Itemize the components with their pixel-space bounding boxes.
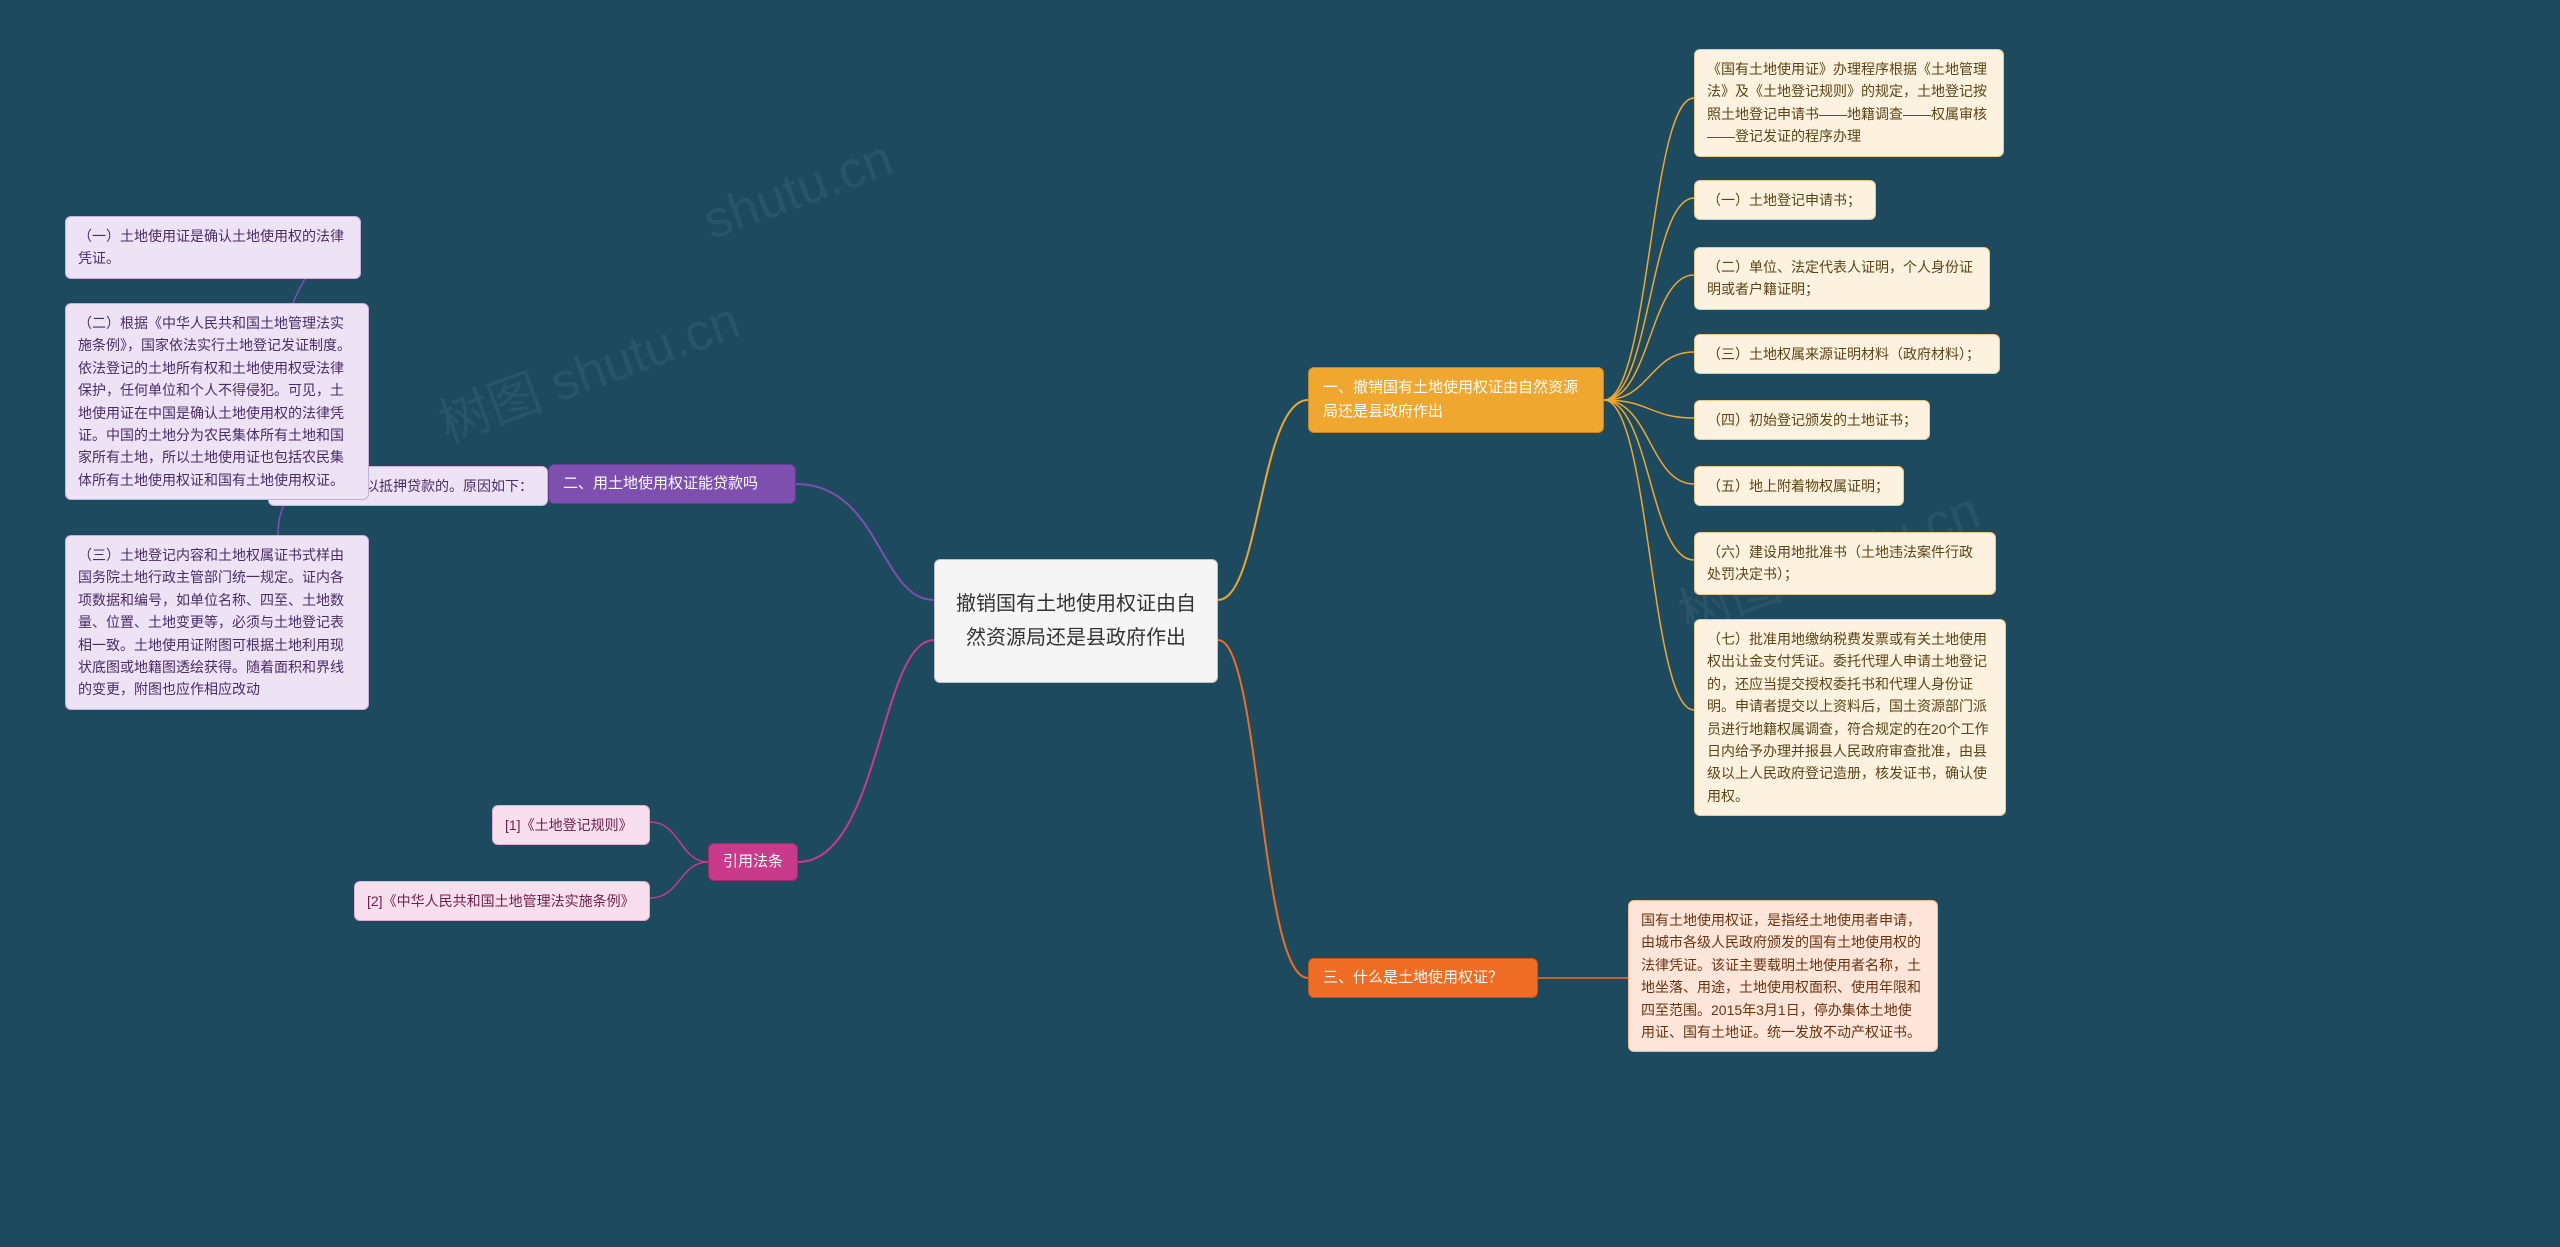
branch2-leaf: （三）土地登记内容和土地权属证书式样由国务院土地行政主管部门统一规定。证内各项数… <box>65 535 369 710</box>
branch2-leaf: （二）根据《中华人民共和国土地管理法实施条例》，国家依法实行土地登记发证制度。依… <box>65 303 369 500</box>
connectors <box>0 0 2560 1247</box>
branch1-leaf: （六）建设用地批准书（土地违法案件行政处罚决定书）； <box>1694 532 1996 595</box>
leaf-text: [1]《土地登记规则》 <box>505 814 633 836</box>
leaf-text: 《国有土地使用证》办理程序根据《土地管理法》及《土地登记规则》的规定，土地登记按… <box>1707 58 1991 148</box>
leaf-text: （四）初始登记颁发的土地证书； <box>1707 409 1917 431</box>
branch1-leaf: （二）单位、法定代表人证明，个人身份证明或者户籍证明； <box>1694 247 1990 310</box>
leaf-text: （一）土地使用证是确认土地使用权的法律凭证。 <box>78 225 348 270</box>
leaf-text: （七）批准用地缴纳税费发票或有关土地使用权出让金支付凭证。委托代理人申请土地登记… <box>1707 628 1993 807</box>
branch1-leaf: （一）土地登记申请书； <box>1694 180 1876 220</box>
branch2-main-text: 二、用土地使用权证能贷款吗 <box>563 472 758 496</box>
watermark: shutu.cn <box>696 128 901 252</box>
leaf-text: （五）地上附着物权属证明； <box>1707 475 1889 497</box>
leaf-text: （二）单位、法定代表人证明，个人身份证明或者户籍证明； <box>1707 256 1977 301</box>
leaf-text: （二）根据《中华人民共和国土地管理法实施条例》，国家依法实行土地登记发证制度。依… <box>78 312 356 491</box>
leaf-text: （一）土地登记申请书； <box>1707 189 1861 211</box>
branch1-main-text: 一、撤销国有土地使用权证由自然资源局还是县政府作出 <box>1323 376 1589 424</box>
branch4-leaf: [1]《土地登记规则》 <box>492 805 650 845</box>
branch1-leaf: 《国有土地使用证》办理程序根据《土地管理法》及《土地登记规则》的规定，土地登记按… <box>1694 49 2004 157</box>
branch1-main: 一、撤销国有土地使用权证由自然资源局还是县政府作出 <box>1308 367 1604 433</box>
leaf-text: 国有土地使用权证，是指经土地使用者申请，由城市各级人民政府颁发的国有土地使用权的… <box>1641 909 1925 1043</box>
center-text: 撤销国有土地使用权证由自然资源局还是县政府作出 <box>949 587 1203 655</box>
branch2-leaf: （一）土地使用证是确认土地使用权的法律凭证。 <box>65 216 361 279</box>
branch4-main: 引用法条 <box>708 843 798 881</box>
leaf-text: [2]《中华人民共和国土地管理法实施条例》 <box>367 890 635 912</box>
leaf-text: （三）土地权属来源证明材料（政府材料）； <box>1707 343 1980 365</box>
branch1-leaf: （七）批准用地缴纳税费发票或有关土地使用权出让金支付凭证。委托代理人申请土地登记… <box>1694 619 2006 816</box>
watermark: 树图 shutu.cn <box>427 278 749 456</box>
branch1-leaf: （五）地上附着物权属证明； <box>1694 466 1904 506</box>
branch1-leaf: （四）初始登记颁发的土地证书； <box>1694 400 1930 440</box>
center-node: 撤销国有土地使用权证由自然资源局还是县政府作出 <box>934 559 1218 683</box>
branch3-leaf: 国有土地使用权证，是指经土地使用者申请，由城市各级人民政府颁发的国有土地使用权的… <box>1628 900 1938 1052</box>
branch4-leaf: [2]《中华人民共和国土地管理法实施条例》 <box>354 881 650 921</box>
branch3-main-text: 三、什么是土地使用权证？ <box>1323 966 1503 990</box>
leaf-text: （三）土地登记内容和土地权属证书式样由国务院土地行政主管部门统一规定。证内各项数… <box>78 544 356 701</box>
branch2-main: 二、用土地使用权证能贷款吗 <box>548 464 796 504</box>
leaf-text: （六）建设用地批准书（土地违法案件行政处罚决定书）； <box>1707 541 1983 586</box>
branch4-main-text: 引用法条 <box>723 850 783 874</box>
branch1-leaf: （三）土地权属来源证明材料（政府材料）； <box>1694 334 2000 374</box>
branch3-main: 三、什么是土地使用权证？ <box>1308 958 1538 998</box>
